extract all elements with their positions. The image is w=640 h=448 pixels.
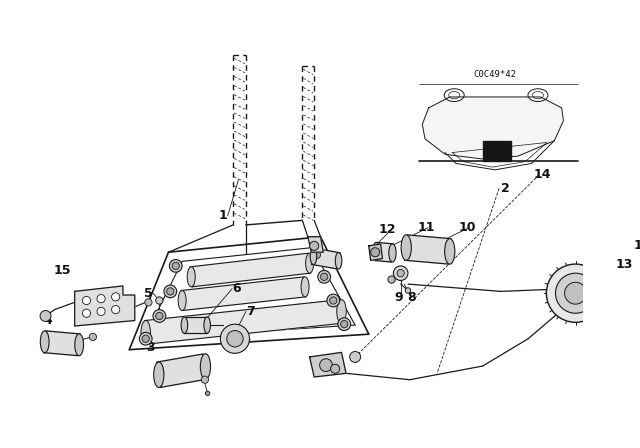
Text: 12: 12 [378,223,396,236]
Text: C0C49*42: C0C49*42 [474,70,516,79]
Circle shape [97,307,105,315]
Ellipse shape [301,277,309,297]
Circle shape [327,294,340,307]
Text: 7: 7 [246,305,255,318]
Text: 4: 4 [43,314,52,327]
Ellipse shape [372,242,380,261]
Circle shape [140,332,152,345]
Circle shape [172,262,179,270]
Circle shape [111,306,120,314]
Polygon shape [483,141,511,161]
Circle shape [97,295,105,303]
Polygon shape [422,97,563,159]
Text: 14: 14 [533,168,550,181]
Circle shape [397,270,404,277]
Circle shape [220,324,250,353]
Circle shape [156,312,163,319]
Text: 5: 5 [144,287,153,300]
Ellipse shape [75,334,84,356]
Circle shape [627,287,639,300]
Polygon shape [145,300,343,344]
Circle shape [313,251,321,258]
Circle shape [111,293,120,301]
Polygon shape [75,286,135,326]
Text: 10: 10 [458,221,476,234]
Polygon shape [190,253,311,287]
Circle shape [629,289,637,297]
Text: 9: 9 [394,291,403,304]
Circle shape [405,288,411,293]
Polygon shape [312,248,340,269]
Circle shape [164,285,177,298]
Polygon shape [375,242,393,262]
Polygon shape [405,235,451,264]
Ellipse shape [335,253,342,269]
Ellipse shape [181,317,188,333]
Circle shape [227,331,243,347]
Circle shape [547,264,605,323]
Text: 6: 6 [232,282,241,295]
Ellipse shape [154,362,164,388]
Ellipse shape [40,331,49,353]
Text: 1: 1 [219,209,227,222]
Circle shape [338,318,351,331]
Text: 13: 13 [615,258,632,271]
Circle shape [319,359,332,371]
Circle shape [556,273,596,313]
Ellipse shape [337,300,346,323]
Polygon shape [369,244,383,260]
Ellipse shape [204,317,211,333]
Ellipse shape [188,267,195,287]
Circle shape [145,299,152,306]
Ellipse shape [389,244,396,262]
Circle shape [330,297,337,304]
Text: 3: 3 [146,341,155,354]
Circle shape [170,259,182,272]
Circle shape [201,376,209,383]
Circle shape [310,249,323,261]
Ellipse shape [141,320,150,344]
Text: 2: 2 [501,182,510,195]
Circle shape [142,335,149,342]
Circle shape [371,248,380,257]
Circle shape [321,273,328,280]
Circle shape [205,391,210,396]
Polygon shape [308,237,323,252]
Circle shape [40,310,51,321]
Circle shape [349,352,360,362]
Text: 11: 11 [417,221,435,234]
Circle shape [388,276,396,283]
Circle shape [318,271,330,283]
Circle shape [394,266,408,280]
Circle shape [166,288,174,295]
Text: 15: 15 [53,264,70,277]
Text: 14: 14 [633,239,640,252]
Circle shape [330,364,340,373]
Circle shape [153,310,166,323]
Ellipse shape [401,235,412,260]
Polygon shape [157,354,207,387]
Circle shape [89,333,97,340]
Circle shape [340,320,348,328]
Text: 8: 8 [407,291,416,304]
Circle shape [564,282,586,304]
Circle shape [83,297,91,305]
Ellipse shape [445,239,455,264]
Circle shape [83,309,91,317]
Ellipse shape [306,253,314,273]
Polygon shape [184,317,207,333]
Ellipse shape [178,290,186,310]
Circle shape [310,241,319,250]
Ellipse shape [310,248,317,265]
Polygon shape [44,331,80,356]
Circle shape [156,297,163,304]
Polygon shape [310,353,346,377]
Ellipse shape [200,354,211,379]
Polygon shape [181,277,306,310]
